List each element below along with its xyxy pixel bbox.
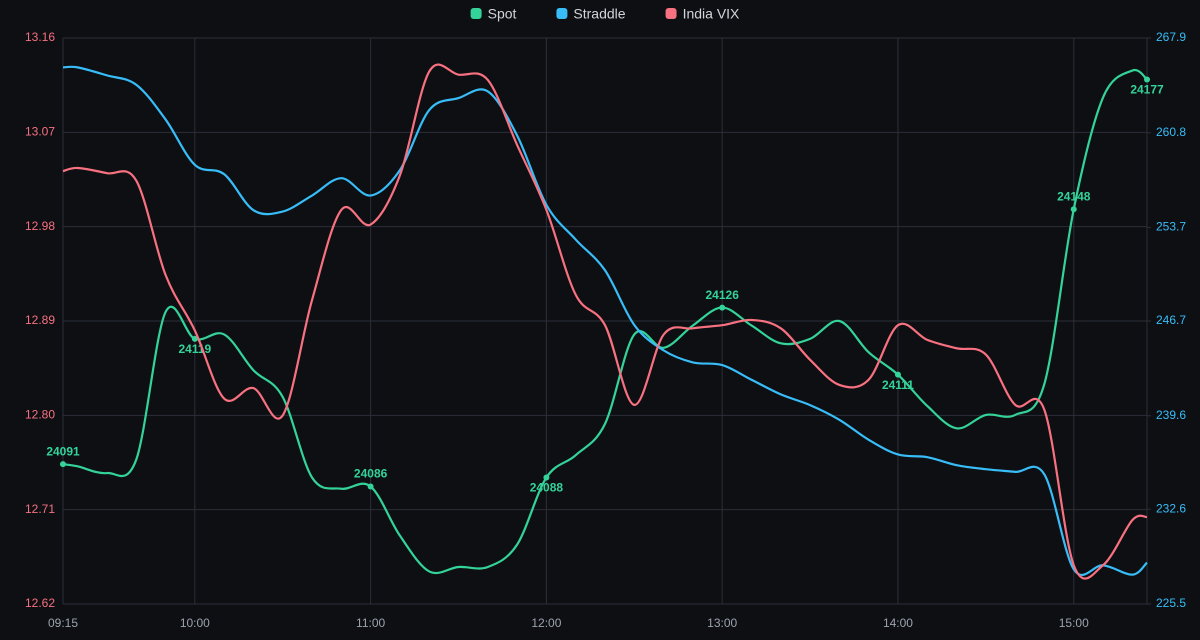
y2-tick-label: 239.6 — [1156, 408, 1186, 422]
x-tick-label: 14:00 — [883, 616, 913, 630]
y-tick-label: 12.80 — [25, 408, 55, 422]
data-point — [60, 461, 66, 468]
y-tick-label: 12.71 — [25, 502, 55, 516]
x-tick-label: 13:00 — [707, 616, 737, 630]
x-tick-label: 12:00 — [531, 616, 561, 630]
y-tick-label: 12.89 — [25, 313, 55, 327]
data-point — [367, 483, 374, 490]
y2-tick-label: 225.5 — [1156, 596, 1186, 610]
series-line — [62, 65, 1148, 577]
data-point — [719, 304, 726, 311]
legend-swatch — [556, 8, 568, 19]
legend-swatch — [470, 8, 482, 19]
data-point — [1070, 206, 1077, 213]
legend-label: Spot — [488, 6, 517, 22]
data-point — [1144, 76, 1150, 83]
data-label: 24148 — [1057, 189, 1091, 203]
series-line — [62, 68, 1148, 575]
data-label: 24088 — [530, 481, 564, 495]
legend-label: Straddle — [573, 6, 625, 22]
legend-swatch — [665, 8, 677, 19]
series-line — [62, 63, 1148, 580]
data-label: 24091 — [46, 444, 80, 458]
data-label: 24119 — [178, 342, 211, 356]
data-label: 24111 — [882, 378, 914, 392]
y2-tick-label: 246.7 — [1156, 313, 1186, 327]
data-point — [543, 474, 550, 481]
x-tick-label: 09:15 — [48, 616, 78, 630]
y-tick-label: 13.07 — [25, 125, 55, 139]
data-label: 24086 — [354, 467, 388, 481]
y-tick-label: 13.16 — [25, 30, 55, 44]
y-tick-label: 12.62 — [25, 596, 55, 610]
y2-tick-label: 267.9 — [1156, 30, 1186, 44]
y2-tick-label: 260.8 — [1156, 125, 1186, 139]
data-point — [894, 371, 901, 378]
x-tick-label: 15:00 — [1059, 616, 1089, 630]
legend-label: India VIX — [683, 6, 740, 22]
y-tick-label: 12.98 — [25, 219, 55, 233]
data-point — [191, 335, 198, 342]
data-label: 24126 — [706, 288, 740, 302]
x-tick-label: 11:00 — [356, 616, 385, 630]
legend: Spot Straddle India VIX — [470, 6, 740, 22]
y2-tick-label: 232.6 — [1156, 501, 1186, 515]
data-label: 24177 — [1130, 83, 1164, 97]
y2-tick-label: 253.7 — [1156, 220, 1186, 234]
x-tick-label: 10:00 — [180, 616, 210, 630]
